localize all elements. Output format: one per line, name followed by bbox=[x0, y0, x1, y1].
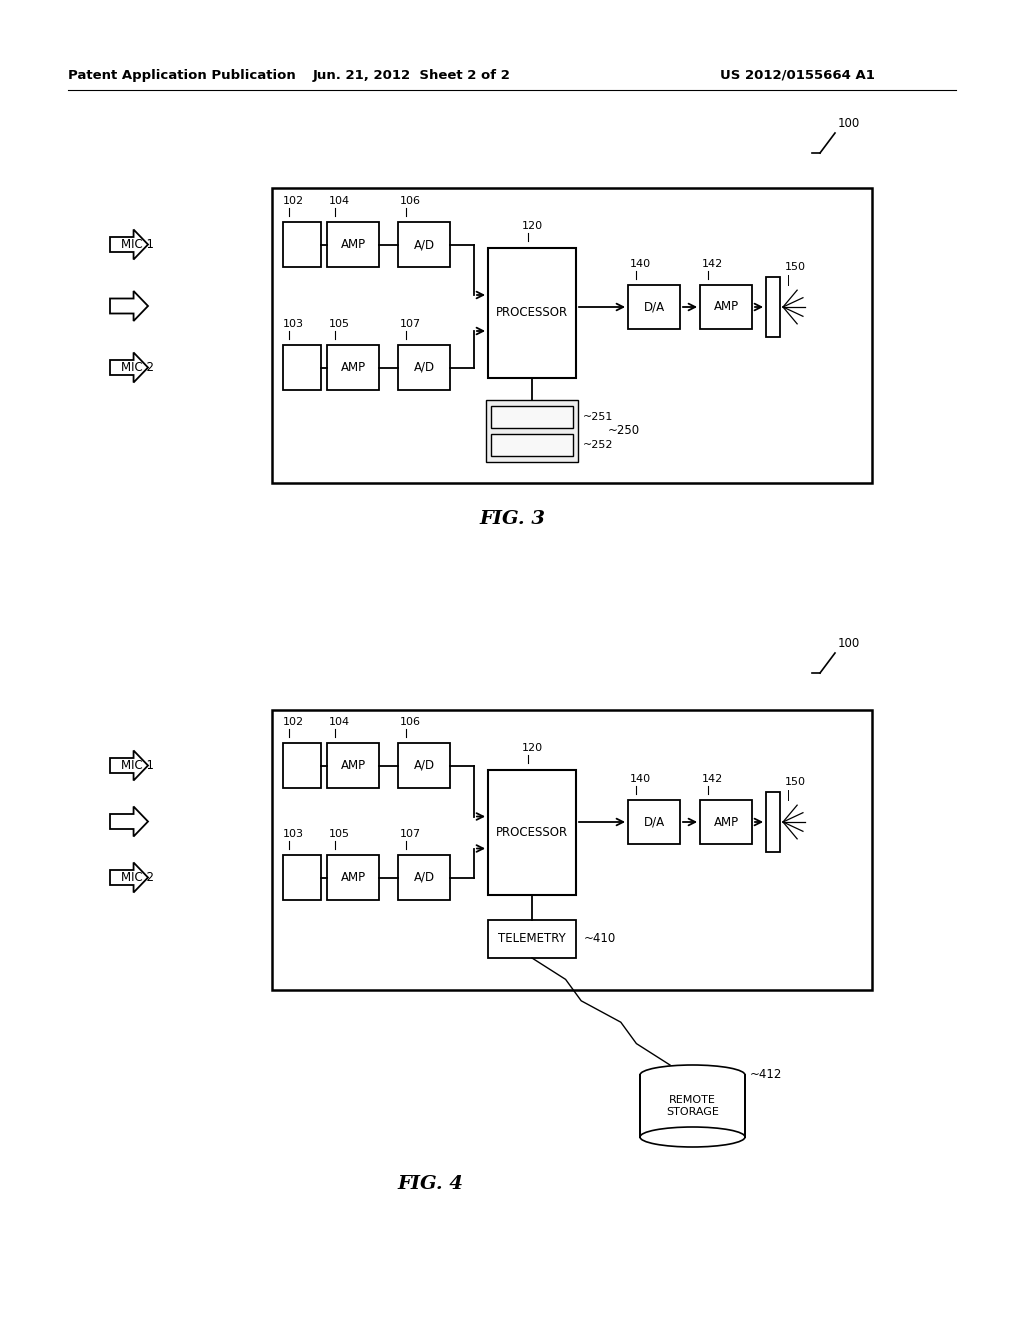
Polygon shape bbox=[110, 230, 148, 260]
Text: PROCESSOR: PROCESSOR bbox=[496, 306, 568, 319]
Text: 103: 103 bbox=[283, 829, 304, 840]
Bar bbox=[283, 743, 321, 788]
Bar bbox=[283, 855, 321, 900]
Text: A/D: A/D bbox=[414, 238, 434, 251]
Text: 142: 142 bbox=[702, 774, 723, 784]
Bar bbox=[272, 710, 872, 990]
Bar bbox=[628, 285, 680, 329]
Polygon shape bbox=[110, 352, 148, 383]
Text: 105: 105 bbox=[329, 319, 350, 329]
Text: ~251: ~251 bbox=[583, 412, 613, 422]
Text: US 2012/0155664 A1: US 2012/0155664 A1 bbox=[720, 69, 874, 82]
Text: FIG. 4: FIG. 4 bbox=[397, 1175, 463, 1193]
Bar bbox=[283, 222, 321, 267]
Text: 105: 105 bbox=[329, 829, 350, 840]
Text: REMOTE
STORAGE: REMOTE STORAGE bbox=[666, 1096, 719, 1117]
Text: AMP: AMP bbox=[714, 816, 738, 829]
Text: AMP: AMP bbox=[340, 759, 366, 772]
Text: PROCESSOR: PROCESSOR bbox=[496, 826, 568, 840]
Text: 120: 120 bbox=[522, 743, 543, 752]
Text: 107: 107 bbox=[400, 829, 421, 840]
Text: 102: 102 bbox=[283, 717, 304, 727]
Bar bbox=[486, 400, 578, 462]
Text: 104: 104 bbox=[329, 717, 350, 727]
Bar bbox=[488, 248, 575, 378]
Text: AMP: AMP bbox=[340, 238, 366, 251]
Polygon shape bbox=[110, 807, 148, 837]
Polygon shape bbox=[110, 862, 148, 892]
Bar bbox=[272, 187, 872, 483]
Text: D/A: D/A bbox=[643, 816, 665, 829]
Text: AMP: AMP bbox=[340, 360, 366, 374]
Bar bbox=[766, 792, 780, 851]
Text: 120: 120 bbox=[522, 220, 543, 231]
Text: 103: 103 bbox=[283, 319, 304, 329]
Text: 104: 104 bbox=[329, 195, 350, 206]
Bar bbox=[640, 1074, 745, 1137]
Bar bbox=[700, 285, 752, 329]
Text: 100: 100 bbox=[838, 117, 860, 129]
Text: AMP: AMP bbox=[340, 871, 366, 884]
Text: ~412: ~412 bbox=[750, 1068, 782, 1081]
Bar bbox=[398, 855, 450, 900]
Bar bbox=[490, 407, 573, 428]
Text: ~252: ~252 bbox=[583, 440, 613, 450]
Text: A/D: A/D bbox=[414, 360, 434, 374]
Bar bbox=[398, 345, 450, 389]
Text: 102: 102 bbox=[283, 195, 304, 206]
Text: ~250: ~250 bbox=[608, 425, 640, 437]
Text: MIC 2: MIC 2 bbox=[121, 360, 154, 374]
Text: 107: 107 bbox=[400, 319, 421, 329]
Text: Jun. 21, 2012  Sheet 2 of 2: Jun. 21, 2012 Sheet 2 of 2 bbox=[313, 69, 511, 82]
Bar bbox=[398, 743, 450, 788]
Text: 106: 106 bbox=[400, 717, 421, 727]
Bar bbox=[490, 434, 573, 455]
Bar bbox=[700, 800, 752, 843]
Bar bbox=[327, 743, 379, 788]
Bar bbox=[766, 277, 780, 337]
Text: ~410: ~410 bbox=[584, 932, 616, 945]
Bar bbox=[283, 345, 321, 389]
Text: Patent Application Publication: Patent Application Publication bbox=[68, 69, 296, 82]
Text: 140: 140 bbox=[630, 259, 651, 269]
Text: A/D: A/D bbox=[414, 759, 434, 772]
Text: 140: 140 bbox=[630, 774, 651, 784]
Ellipse shape bbox=[640, 1127, 745, 1147]
Text: MIC 1: MIC 1 bbox=[121, 238, 154, 251]
Text: MIC 1: MIC 1 bbox=[121, 759, 154, 772]
Text: 150: 150 bbox=[785, 777, 806, 787]
Text: AMP: AMP bbox=[714, 301, 738, 314]
Text: 142: 142 bbox=[702, 259, 723, 269]
Text: 100: 100 bbox=[838, 638, 860, 649]
Text: 150: 150 bbox=[785, 261, 806, 272]
Text: A/D: A/D bbox=[414, 871, 434, 884]
Bar bbox=[628, 800, 680, 843]
Bar bbox=[488, 920, 575, 958]
Polygon shape bbox=[110, 290, 148, 321]
Text: D/A: D/A bbox=[643, 301, 665, 314]
Text: FIG. 3: FIG. 3 bbox=[479, 510, 545, 528]
Bar bbox=[398, 222, 450, 267]
Bar bbox=[488, 770, 575, 895]
Bar bbox=[327, 855, 379, 900]
Bar bbox=[327, 345, 379, 389]
Bar bbox=[327, 222, 379, 267]
Ellipse shape bbox=[640, 1065, 745, 1085]
Text: MIC 2: MIC 2 bbox=[121, 871, 154, 884]
Text: TELEMETRY: TELEMETRY bbox=[498, 932, 566, 945]
Polygon shape bbox=[110, 751, 148, 780]
Text: 106: 106 bbox=[400, 195, 421, 206]
